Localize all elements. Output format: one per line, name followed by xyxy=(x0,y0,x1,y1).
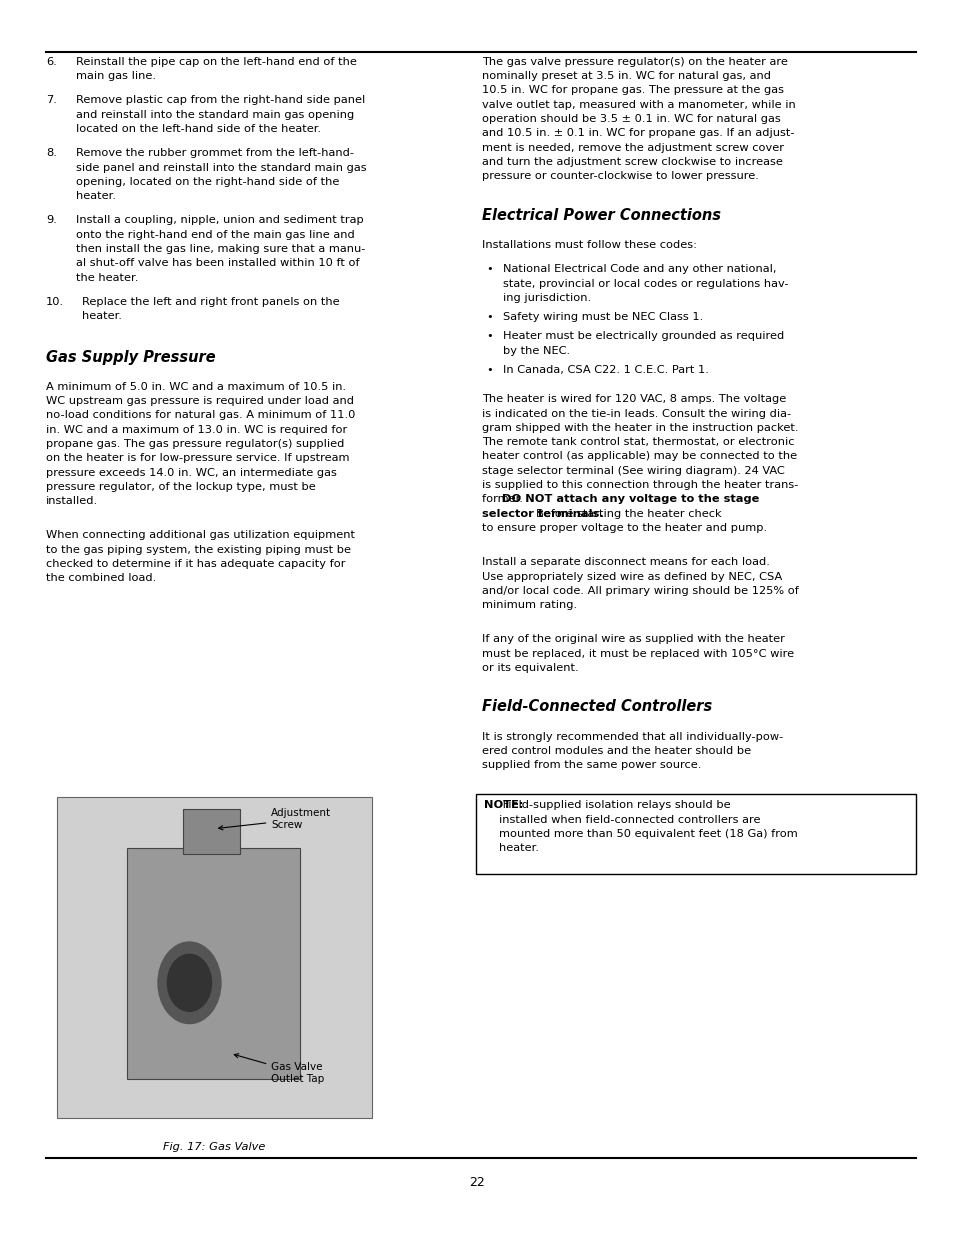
Text: ment is needed, remove the adjustment screw cover: ment is needed, remove the adjustment sc… xyxy=(481,143,783,153)
Text: In Canada, CSA C22. 1 C.E.C. Part 1.: In Canada, CSA C22. 1 C.E.C. Part 1. xyxy=(502,366,708,375)
Text: Gas Valve
Outlet Tap: Gas Valve Outlet Tap xyxy=(234,1053,324,1083)
Text: in. WC and a maximum of 13.0 in. WC is required for: in. WC and a maximum of 13.0 in. WC is r… xyxy=(46,425,347,435)
Text: The gas valve pressure regulator(s) on the heater are: The gas valve pressure regulator(s) on t… xyxy=(481,57,787,67)
Text: must be replaced, it must be replaced with 105°C wire: must be replaced, it must be replaced wi… xyxy=(481,648,793,658)
Text: is supplied to this connection through the heater trans-: is supplied to this connection through t… xyxy=(481,480,798,490)
Text: propane gas. The gas pressure regulator(s) supplied: propane gas. The gas pressure regulator(… xyxy=(46,438,344,448)
Text: Heater must be electrically grounded as required: Heater must be electrically grounded as … xyxy=(502,331,783,341)
Text: Replace the left and right front panels on the: Replace the left and right front panels … xyxy=(82,296,339,306)
Text: Use appropriately sized wire as defined by NEC, CSA: Use appropriately sized wire as defined … xyxy=(481,572,781,582)
Circle shape xyxy=(168,955,212,1011)
Text: and 10.5 in. ± 0.1 in. WC for propane gas. If an adjust-: and 10.5 in. ± 0.1 in. WC for propane ga… xyxy=(481,128,794,138)
Text: National Electrical Code and any other national,: National Electrical Code and any other n… xyxy=(502,264,776,274)
Text: stage selector terminal (See wiring diagram). 24 VAC: stage selector terminal (See wiring diag… xyxy=(481,466,783,475)
Text: 10.5 in. WC for propane gas. The pressure at the gas: 10.5 in. WC for propane gas. The pressur… xyxy=(481,85,783,95)
Text: Field-supplied isolation relays should be: Field-supplied isolation relays should b… xyxy=(498,800,730,810)
Text: 7.: 7. xyxy=(46,95,56,105)
Text: then install the gas line, making sure that a manu-: then install the gas line, making sure t… xyxy=(76,245,365,254)
Text: no-load conditions for natural gas. A minimum of 11.0: no-load conditions for natural gas. A mi… xyxy=(46,410,355,420)
Text: It is strongly recommended that all individually-pow-: It is strongly recommended that all indi… xyxy=(481,731,782,741)
Text: by the NEC.: by the NEC. xyxy=(502,346,569,356)
Text: The heater is wired for 120 VAC, 8 amps. The voltage: The heater is wired for 120 VAC, 8 amps.… xyxy=(481,394,785,404)
Text: and turn the adjustment screw clockwise to increase: and turn the adjustment screw clockwise … xyxy=(481,157,781,167)
Text: ered control modules and the heater should be: ered control modules and the heater shou… xyxy=(481,746,750,756)
Text: minimum rating.: minimum rating. xyxy=(481,600,577,610)
Text: •: • xyxy=(486,331,493,341)
Text: The remote tank control stat, thermostat, or electronic: The remote tank control stat, thermostat… xyxy=(481,437,794,447)
Text: Installations must follow these codes:: Installations must follow these codes: xyxy=(481,240,696,249)
Text: Before starting the heater check: Before starting the heater check xyxy=(536,509,721,519)
Text: al shut-off valve has been installed within 10 ft of: al shut-off valve has been installed wit… xyxy=(76,258,359,268)
Text: heater.: heater. xyxy=(76,191,116,201)
Text: supplied from the same power source.: supplied from the same power source. xyxy=(481,761,700,771)
Text: NOTE:: NOTE: xyxy=(483,800,522,810)
Text: opening, located on the right-hand side of the: opening, located on the right-hand side … xyxy=(76,177,339,186)
Text: located on the left-hand side of the heater.: located on the left-hand side of the hea… xyxy=(76,124,321,133)
Text: or its equivalent.: or its equivalent. xyxy=(481,663,578,673)
Text: •: • xyxy=(486,312,493,322)
Text: state, provincial or local codes or regulations hav-: state, provincial or local codes or regu… xyxy=(502,279,787,289)
Text: installed when field-connected controllers are: installed when field-connected controlle… xyxy=(498,815,760,825)
Text: former.: former. xyxy=(481,494,526,504)
Text: to the gas piping system, the existing piping must be: to the gas piping system, the existing p… xyxy=(46,545,351,555)
Text: heater.: heater. xyxy=(82,311,122,321)
Text: to ensure proper voltage to the heater and pump.: to ensure proper voltage to the heater a… xyxy=(481,524,766,534)
FancyBboxPatch shape xyxy=(127,848,299,1079)
Text: Adjustment
Screw: Adjustment Screw xyxy=(218,808,331,830)
Text: valve outlet tap, measured with a manometer, while in: valve outlet tap, measured with a manome… xyxy=(481,100,795,110)
Text: main gas line.: main gas line. xyxy=(76,72,156,82)
Text: Remove the rubber grommet from the left-hand-: Remove the rubber grommet from the left-… xyxy=(76,148,354,158)
Text: and reinstall into the standard main gas opening: and reinstall into the standard main gas… xyxy=(76,110,355,120)
FancyBboxPatch shape xyxy=(183,809,239,855)
Text: ing jurisdiction.: ing jurisdiction. xyxy=(502,293,590,303)
Text: Install a coupling, nipple, union and sediment trap: Install a coupling, nipple, union and se… xyxy=(76,215,364,225)
Text: pressure exceeds 14.0 in. WC, an intermediate gas: pressure exceeds 14.0 in. WC, an interme… xyxy=(46,468,336,478)
Text: selector terminals.: selector terminals. xyxy=(481,509,603,519)
Text: 9.: 9. xyxy=(46,215,56,225)
Text: Remove plastic cap from the right-hand side panel: Remove plastic cap from the right-hand s… xyxy=(76,95,365,105)
Text: on the heater is for low-pressure service. If upstream: on the heater is for low-pressure servic… xyxy=(46,453,349,463)
Text: 6.: 6. xyxy=(46,57,56,67)
Text: gram shipped with the heater in the instruction packet.: gram shipped with the heater in the inst… xyxy=(481,422,798,432)
Text: operation should be 3.5 ± 0.1 in. WC for natural gas: operation should be 3.5 ± 0.1 in. WC for… xyxy=(481,114,780,124)
Text: mounted more than 50 equivalent feet (18 Ga) from: mounted more than 50 equivalent feet (18… xyxy=(498,829,797,839)
Circle shape xyxy=(158,942,221,1024)
Text: onto the right-hand end of the main gas line and: onto the right-hand end of the main gas … xyxy=(76,230,355,240)
Text: When connecting additional gas utilization equipment: When connecting additional gas utilizati… xyxy=(46,530,355,540)
Text: and/or local code. All primary wiring should be 125% of: and/or local code. All primary wiring sh… xyxy=(481,585,798,595)
Text: Field-Connected Controllers: Field-Connected Controllers xyxy=(481,699,711,715)
Text: 10.: 10. xyxy=(46,296,64,306)
Text: Electrical Power Connections: Electrical Power Connections xyxy=(481,207,720,224)
FancyBboxPatch shape xyxy=(476,794,915,873)
Text: 22: 22 xyxy=(469,1176,484,1189)
Text: is indicated on the tie-in leads. Consult the wiring dia-: is indicated on the tie-in leads. Consul… xyxy=(481,409,790,419)
Text: installed.: installed. xyxy=(46,496,98,506)
Text: pressure or counter-clockwise to lower pressure.: pressure or counter-clockwise to lower p… xyxy=(481,172,758,182)
Text: DO NOT attach any voltage to the stage: DO NOT attach any voltage to the stage xyxy=(502,494,759,504)
Text: A minimum of 5.0 in. WC and a maximum of 10.5 in.: A minimum of 5.0 in. WC and a maximum of… xyxy=(46,382,346,391)
Text: 8.: 8. xyxy=(46,148,56,158)
Text: checked to determine if it has adequate capacity for: checked to determine if it has adequate … xyxy=(46,559,345,569)
Text: Gas Supply Pressure: Gas Supply Pressure xyxy=(46,351,215,366)
Text: nominally preset at 3.5 in. WC for natural gas, and: nominally preset at 3.5 in. WC for natur… xyxy=(481,72,770,82)
Text: the combined load.: the combined load. xyxy=(46,573,156,583)
Text: heater control (as applicable) may be connected to the: heater control (as applicable) may be co… xyxy=(481,452,796,462)
Text: Fig. 17: Gas Valve: Fig. 17: Gas Valve xyxy=(163,1142,266,1152)
Text: side panel and reinstall into the standard main gas: side panel and reinstall into the standa… xyxy=(76,163,367,173)
Text: the heater.: the heater. xyxy=(76,273,138,283)
Text: Safety wiring must be NEC Class 1.: Safety wiring must be NEC Class 1. xyxy=(502,312,702,322)
Text: Install a separate disconnect means for each load.: Install a separate disconnect means for … xyxy=(481,557,769,567)
Text: •: • xyxy=(486,366,493,375)
Text: heater.: heater. xyxy=(498,844,538,853)
Text: WC upstream gas pressure is required under load and: WC upstream gas pressure is required und… xyxy=(46,396,354,406)
Text: pressure regulator, of the lockup type, must be: pressure regulator, of the lockup type, … xyxy=(46,482,315,492)
Text: •: • xyxy=(486,264,493,274)
Text: Reinstall the pipe cap on the left-hand end of the: Reinstall the pipe cap on the left-hand … xyxy=(76,57,356,67)
Text: If any of the original wire as supplied with the heater: If any of the original wire as supplied … xyxy=(481,635,783,645)
FancyBboxPatch shape xyxy=(57,797,372,1118)
